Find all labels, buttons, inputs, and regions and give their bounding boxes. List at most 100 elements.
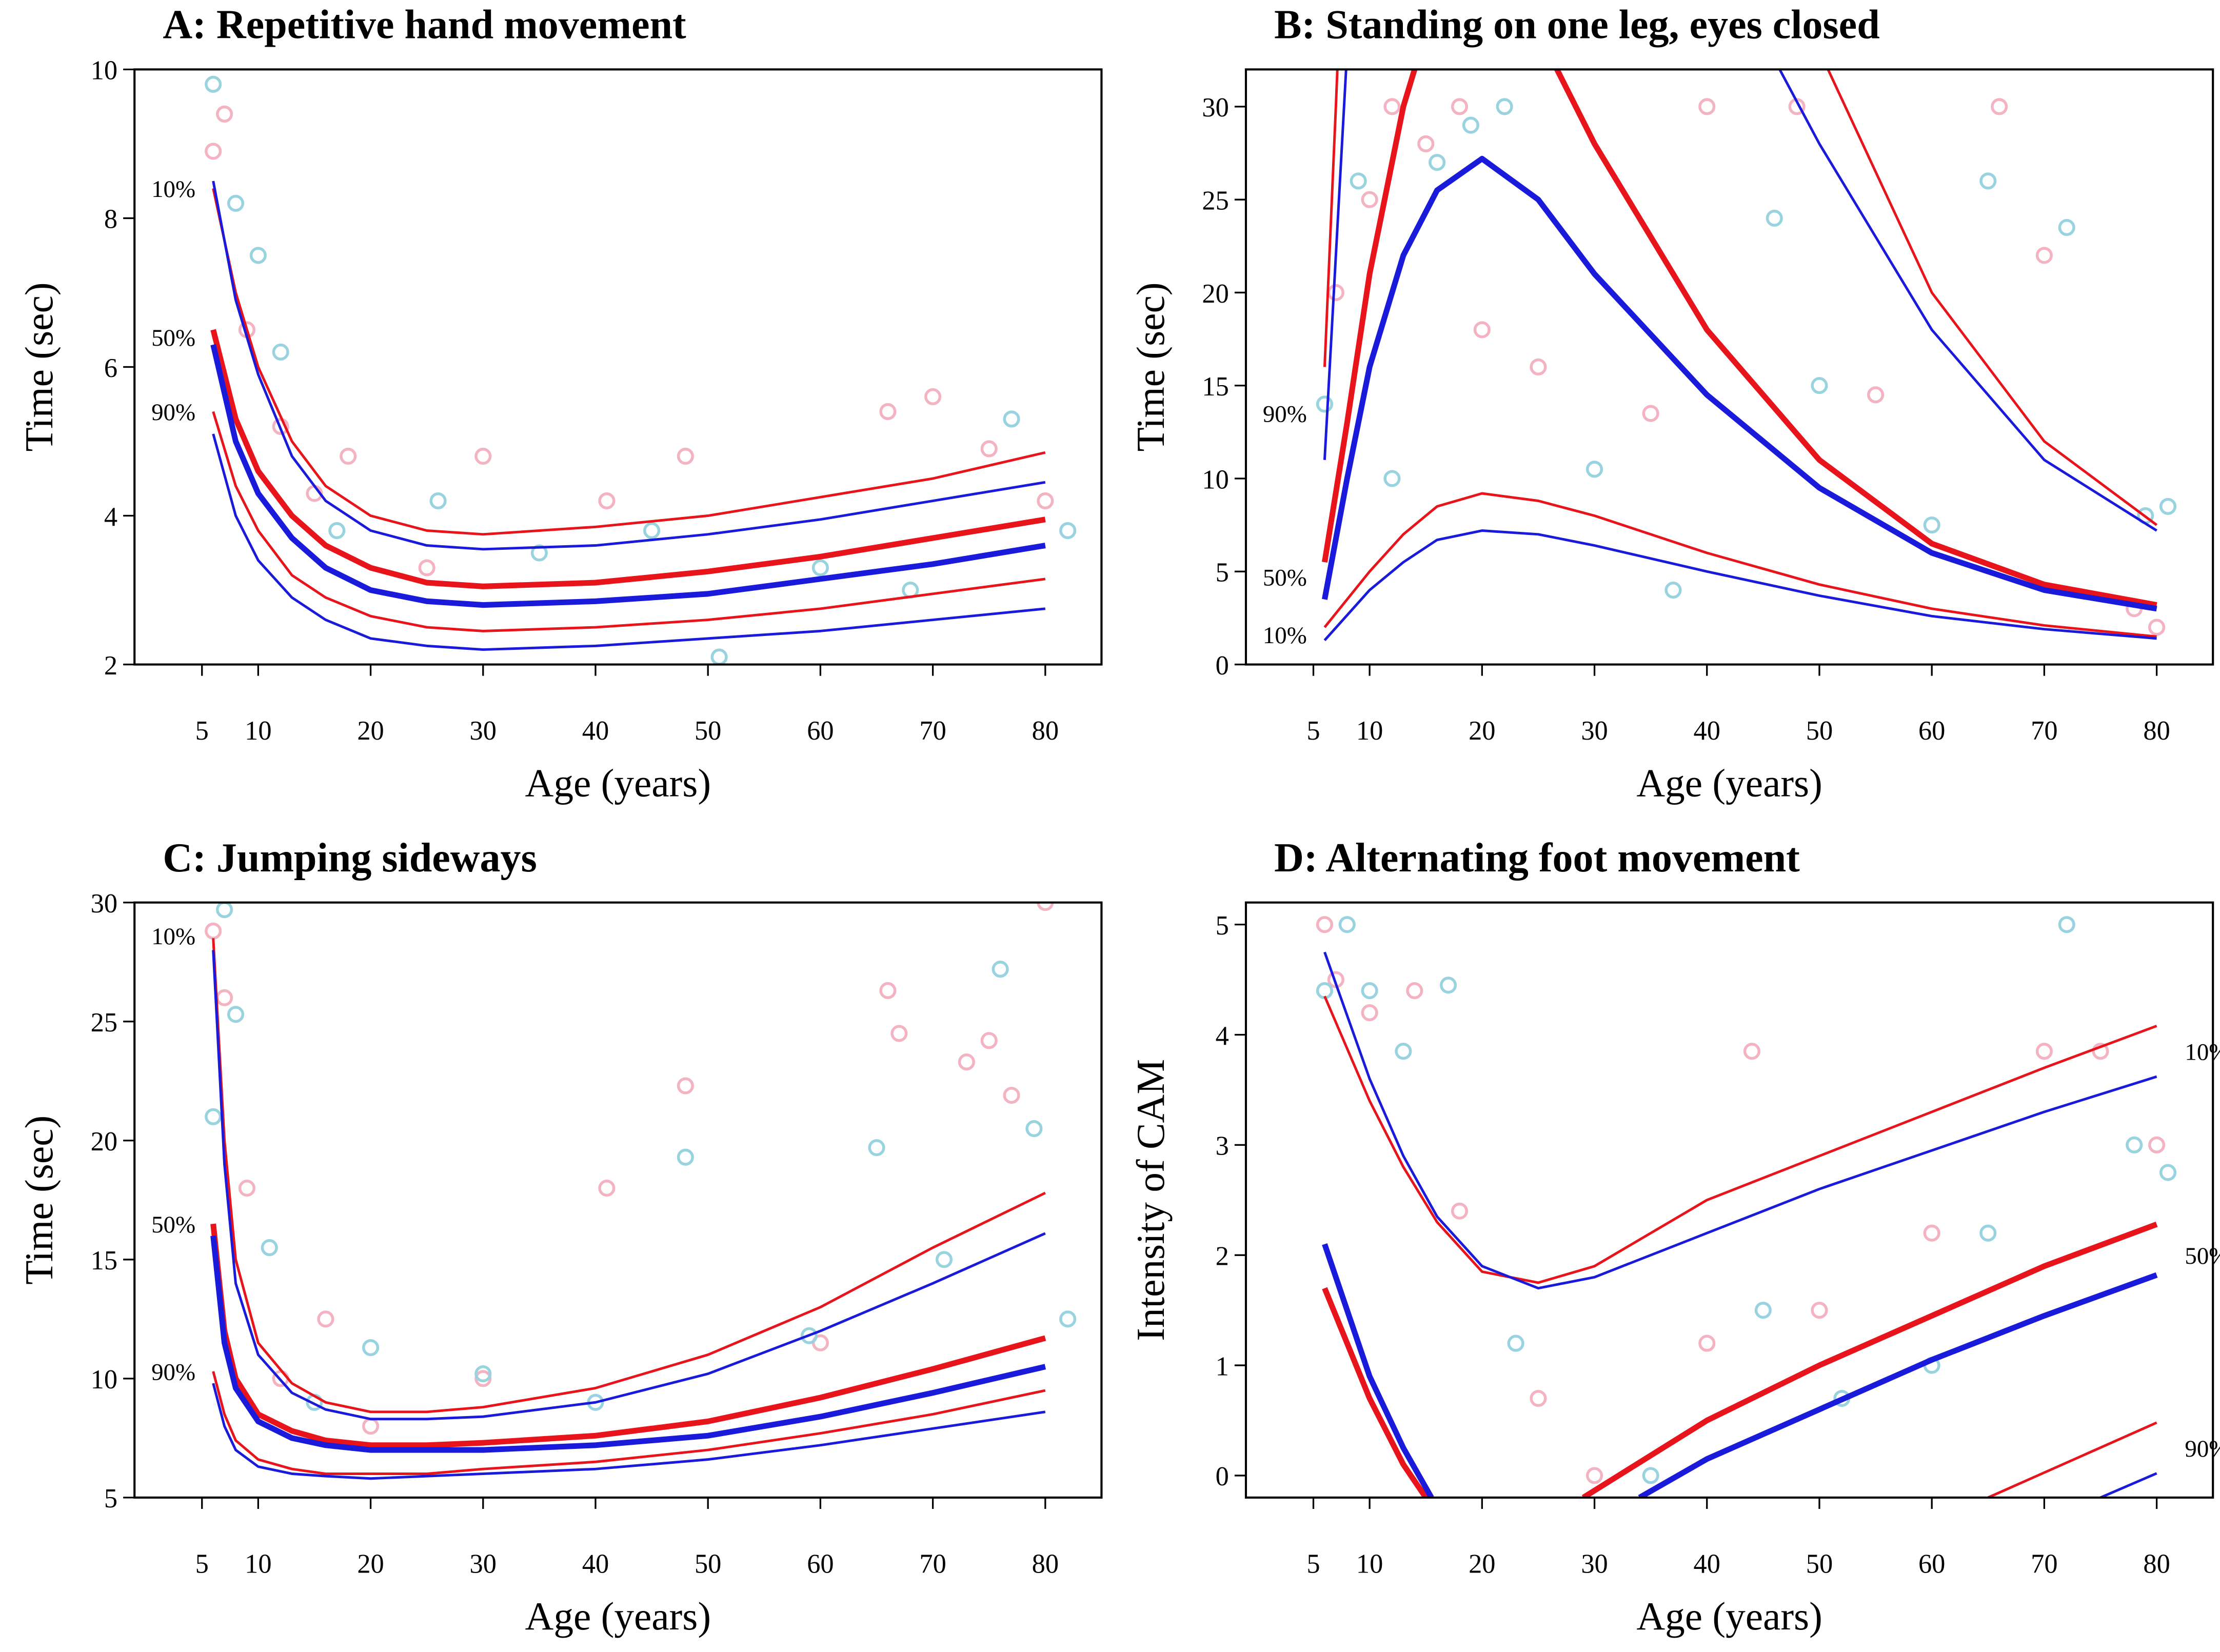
- annotation: 90%: [151, 1359, 195, 1385]
- point: [474, 1370, 492, 1387]
- x-tick-label: 20: [1469, 1549, 1495, 1579]
- point: [677, 1148, 694, 1166]
- x-tick-label: 10: [245, 1549, 271, 1579]
- point: [2126, 1136, 2143, 1153]
- point: [1025, 1120, 1043, 1138]
- curve: [210, 344, 1046, 608]
- point: [1979, 172, 1997, 190]
- x-tick-label: 70: [2031, 1549, 2057, 1579]
- curve: [1321, 155, 2157, 612]
- point: [1923, 1224, 1940, 1242]
- point: [1867, 386, 1885, 404]
- x-tick-label: 80: [2143, 716, 2170, 746]
- y-tick-label: 0: [1216, 651, 1229, 681]
- point: [935, 1251, 953, 1268]
- x-tick-label: 20: [1469, 716, 1495, 746]
- y-tick-label: 8: [104, 205, 117, 234]
- curve: [212, 1371, 1046, 1475]
- curve: [212, 938, 1046, 1414]
- curve: [1323, 69, 2157, 532]
- point: [2148, 1136, 2166, 1153]
- point: [2035, 247, 2053, 264]
- annotation: 90%: [1263, 401, 1307, 428]
- point: [1743, 1043, 1760, 1060]
- y-axis-label: Intensity of CAM: [1128, 1059, 1173, 1341]
- point: [530, 544, 548, 562]
- point: [868, 1139, 885, 1157]
- plot-area: [1316, 69, 2177, 642]
- point: [216, 989, 233, 1006]
- x-tick-label: 30: [470, 716, 497, 746]
- point: [1059, 1310, 1077, 1328]
- point: [677, 447, 694, 465]
- x-tick-label: 5: [1306, 1549, 1320, 1579]
- x-tick-label: 10: [1356, 716, 1383, 746]
- point: [1383, 470, 1401, 487]
- point: [1037, 492, 1054, 510]
- x-tick-label: 60: [807, 1549, 834, 1579]
- annotation: 10%: [1263, 622, 1307, 649]
- curve: [1323, 996, 2157, 1284]
- curve: [212, 1383, 1046, 1480]
- curve: [210, 329, 1046, 589]
- panel: D: Alternating foot movement Age (years) I…: [1128, 835, 2220, 1638]
- point: [1530, 1389, 1547, 1407]
- x-tick-label: 5: [195, 1549, 209, 1579]
- y-tick-label: 25: [91, 1008, 117, 1038]
- point: [980, 440, 998, 457]
- x-axis-label: Age (years): [525, 1594, 711, 1638]
- axis-box: [133, 901, 1103, 1499]
- x-tick-label: 30: [1581, 1549, 1608, 1579]
- x-tick-label: 30: [1581, 716, 1608, 746]
- axis-box: [1244, 901, 2214, 1499]
- point: [1003, 410, 1020, 428]
- y-tick-label: 30: [1202, 93, 1228, 123]
- point: [261, 1239, 278, 1257]
- x-tick-label: 80: [2143, 1549, 2170, 1579]
- point: [1766, 209, 1783, 227]
- point: [1642, 1467, 1659, 1484]
- point: [1429, 154, 1446, 171]
- curve: [212, 188, 1046, 536]
- point: [1395, 1043, 1412, 1060]
- point: [1361, 191, 1378, 208]
- annotation: 10%: [151, 923, 195, 950]
- x-tick-label: 50: [1806, 716, 1833, 746]
- x-tick-label: 20: [357, 716, 384, 746]
- point: [249, 247, 267, 264]
- axis-box: [133, 68, 1103, 666]
- annotation: 10%: [151, 176, 195, 203]
- annotation: 90%: [151, 399, 195, 426]
- x-tick-label: 40: [582, 716, 609, 746]
- y-tick-label: 0: [1216, 1462, 1229, 1491]
- y-axis-label: Time (sec): [17, 1116, 61, 1285]
- point: [1462, 116, 1479, 134]
- curve: [1322, 1221, 2158, 1498]
- curve: [212, 181, 1046, 551]
- point: [429, 492, 447, 510]
- x-axis-label: Age (years): [1636, 1594, 1822, 1638]
- x-tick-label: 40: [1694, 716, 1720, 746]
- point: [1811, 1302, 1828, 1319]
- point: [1530, 358, 1547, 376]
- point: [1507, 1335, 1524, 1352]
- x-tick-label: 10: [245, 716, 271, 746]
- point: [205, 143, 222, 160]
- y-tick-label: 20: [91, 1127, 117, 1157]
- y-tick-label: 10: [91, 56, 117, 86]
- point: [1664, 581, 1682, 599]
- annotation: 50%: [151, 325, 195, 351]
- plot-area: [205, 902, 1077, 1480]
- curve: [1321, 69, 2157, 608]
- panel-title: D: Alternating foot movement: [1274, 835, 1800, 881]
- annotation: 50%: [2185, 1243, 2220, 1269]
- point: [317, 1310, 334, 1328]
- point: [474, 447, 492, 465]
- point: [2159, 497, 2177, 515]
- y-tick-label: 1: [1216, 1351, 1229, 1381]
- axis-box: [1244, 68, 2214, 666]
- y-tick-label: 15: [1202, 372, 1228, 402]
- annotation: 50%: [1263, 565, 1307, 591]
- point: [1037, 902, 1054, 911]
- plot-area: [1316, 916, 2177, 1498]
